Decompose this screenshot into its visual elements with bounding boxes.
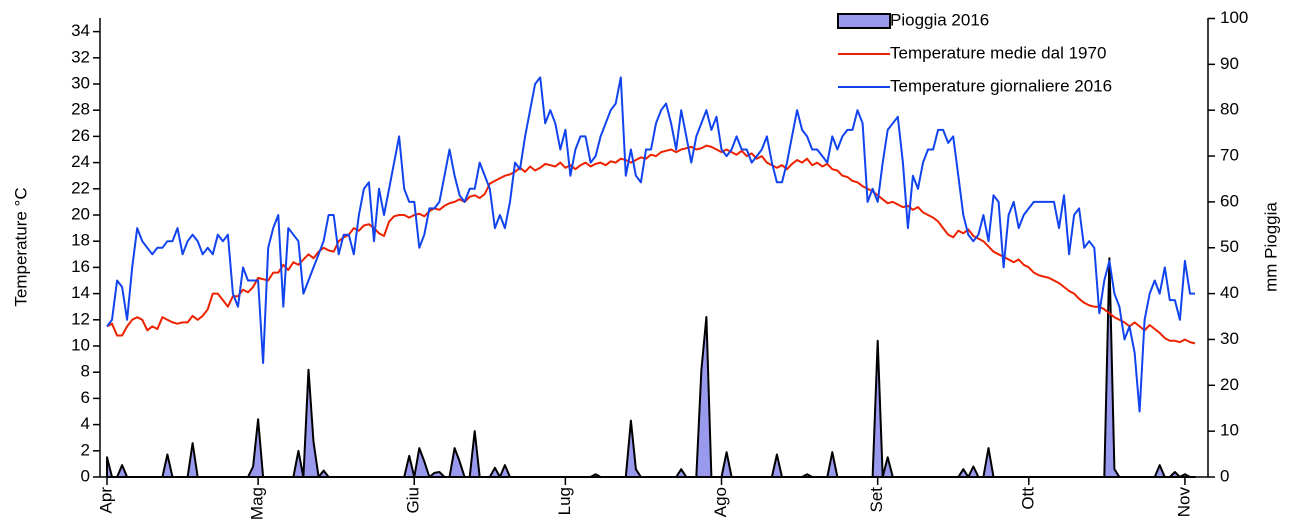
legend-label: Pioggia 2016 <box>890 10 989 29</box>
y2-tick-label: 100 <box>1220 8 1248 27</box>
y2-tick-label: 20 <box>1220 375 1239 394</box>
y2-tick-label: 70 <box>1220 146 1239 165</box>
y-tick-label: 22 <box>71 178 90 197</box>
y-tick-label: 20 <box>71 204 90 223</box>
y-tick-label: 32 <box>71 47 90 66</box>
y2-tick-label: 50 <box>1220 237 1239 256</box>
x-tick-label: Ott <box>1018 487 1037 510</box>
y-tick-label: 2 <box>81 440 90 459</box>
legend-label: Temperature medie dal 1970 <box>890 43 1106 62</box>
y-tick-label: 4 <box>81 414 90 433</box>
temperature-line <box>106 76 1195 413</box>
legend-label: Temperature giornaliere 2016 <box>890 76 1112 95</box>
y-tick-label: 14 <box>71 283 90 302</box>
y-tick-label: 30 <box>71 73 90 92</box>
y-tick-label: 10 <box>71 335 90 354</box>
temperature-line <box>106 144 1196 345</box>
y2-tick-label: 10 <box>1220 421 1239 440</box>
y2-tick-label: 30 <box>1220 329 1239 348</box>
x-tick-label: Apr <box>96 487 115 514</box>
y-tick-label: 16 <box>71 257 90 276</box>
x-tick-label: Ago <box>711 487 730 517</box>
y-axis-label: Temperature °C <box>11 187 30 306</box>
y-tick-label: 24 <box>71 152 90 171</box>
y2-tick-label: 0 <box>1220 466 1229 485</box>
y-tick-label: 6 <box>81 388 90 407</box>
y-tick-label: 28 <box>71 100 90 119</box>
y2-tick-label: 60 <box>1220 191 1239 210</box>
y-tick-label: 0 <box>81 466 90 485</box>
x-tick-label: Giu <box>404 487 423 513</box>
legend-swatch <box>837 13 891 29</box>
x-tick-label: Nov <box>1174 487 1193 518</box>
x-tick-label: Lug <box>555 487 574 515</box>
y-tick-label: 12 <box>71 309 90 328</box>
y2-tick-label: 40 <box>1220 283 1239 302</box>
y-tick-label: 26 <box>71 126 90 145</box>
x-tick-label: Mag <box>248 487 267 520</box>
y2-tick-label: 90 <box>1220 54 1239 73</box>
x-tick-label: Set <box>867 487 886 513</box>
y2-axis-label: mm Pioggia <box>1261 202 1280 292</box>
y-tick-label: 34 <box>71 21 90 40</box>
rain-area <box>106 257 1196 478</box>
y-tick-label: 18 <box>71 231 90 250</box>
y2-tick-label: 80 <box>1220 100 1239 119</box>
y-tick-label: 8 <box>81 362 90 381</box>
